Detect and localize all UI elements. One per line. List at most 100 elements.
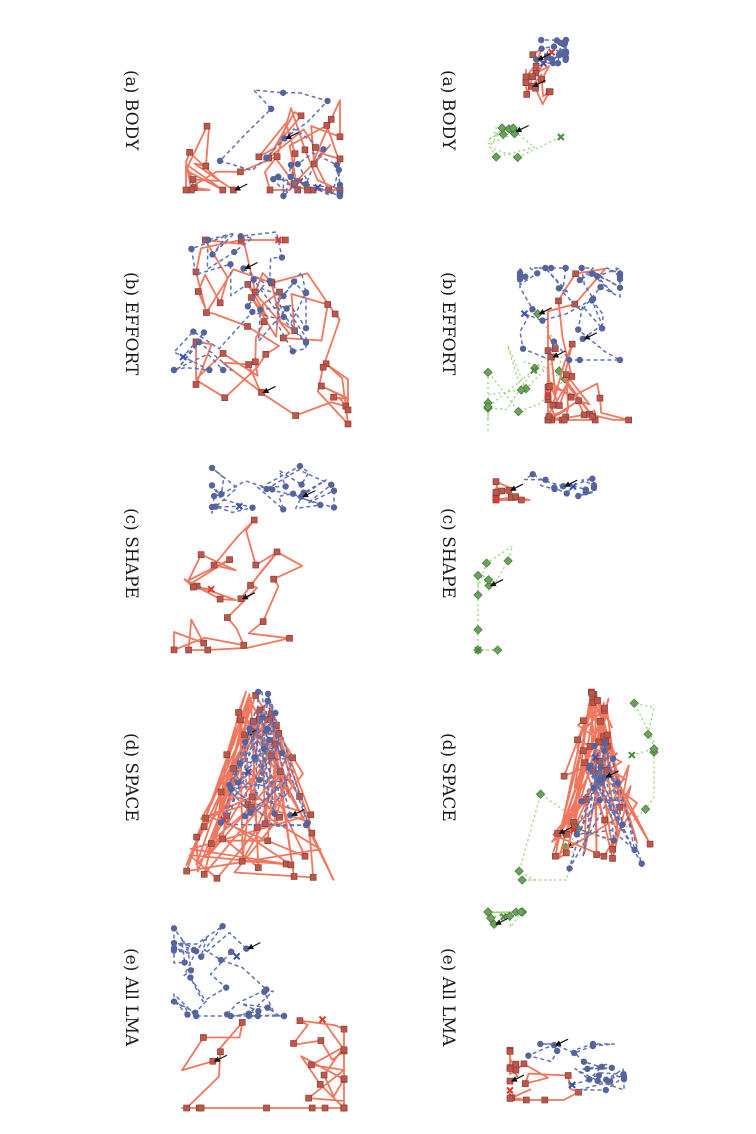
green-marker: [503, 556, 513, 566]
red-path: [547, 267, 630, 421]
blue-marker: [557, 39, 564, 46]
blue-marker: [596, 796, 603, 804]
blue-marker: [551, 484, 558, 491]
red-marker: [194, 288, 202, 295]
green-marker: [643, 729, 653, 739]
red-marker: [498, 487, 505, 495]
red-marker: [323, 122, 331, 129]
blue-marker: [241, 812, 249, 820]
blue-path: [568, 741, 643, 870]
green-path: [487, 127, 562, 158]
red-marker: [309, 874, 317, 881]
green-marker: [492, 645, 503, 655]
blue-marker: [538, 36, 545, 44]
blue-marker: [616, 356, 624, 364]
blue-start-arrow: [302, 490, 316, 498]
blue-marker: [537, 1040, 544, 1048]
caption-right-c: (c) SHAPE: [438, 508, 458, 599]
red-marker: [340, 1104, 348, 1112]
red-marker: [316, 1081, 324, 1088]
blue-marker: [591, 742, 598, 750]
caption-left-c: (c) SHAPE: [121, 508, 141, 599]
blue-marker: [280, 506, 287, 513]
panel-right-e: [483, 907, 628, 1104]
green-start-arrow: [495, 917, 509, 925]
red-marker: [183, 1104, 190, 1112]
blue-trajectory: [217, 688, 311, 829]
blue-end-cross: [179, 353, 187, 361]
caption-right-d: (d) SPACE: [438, 733, 458, 822]
red-marker: [518, 496, 525, 504]
blue-marker: [586, 1076, 593, 1083]
blue-marker: [566, 356, 573, 364]
blue-marker: [302, 821, 310, 829]
panel-left-e: [170, 922, 348, 1112]
blue-marker: [619, 821, 626, 828]
red-marker: [556, 402, 563, 409]
red-marker: [600, 852, 608, 860]
red-marker: [292, 412, 299, 419]
red-marker: [273, 548, 281, 556]
blue-marker: [597, 283, 604, 291]
blue-marker: [279, 89, 287, 96]
blue-marker: [610, 837, 617, 844]
red-marker: [237, 168, 244, 176]
blue-marker: [594, 1077, 601, 1085]
red-marker: [308, 1104, 316, 1112]
blue-marker: [247, 809, 254, 816]
green-marker: [516, 907, 526, 917]
blue-marker: [576, 356, 583, 364]
green-marker: [512, 152, 523, 163]
blue-marker: [231, 248, 238, 256]
blue-marker: [255, 1007, 262, 1015]
red-trajectory: [192, 236, 352, 428]
caption-right-a: (a) BODY: [438, 70, 458, 151]
red-marker: [318, 382, 325, 390]
blue-marker: [330, 504, 338, 511]
green-marker: [498, 129, 508, 140]
blue-marker: [573, 831, 580, 838]
red-marker: [203, 122, 211, 130]
red-marker: [279, 334, 287, 342]
red-marker: [219, 186, 227, 194]
red-marker: [327, 116, 335, 123]
caption-right-e: (e) All LMA: [438, 948, 458, 1047]
blue-marker: [298, 481, 305, 488]
green-end-cross: [499, 913, 508, 921]
blue-marker: [226, 781, 233, 789]
blue-marker: [638, 860, 645, 867]
blue-marker: [529, 471, 536, 478]
red-marker: [193, 833, 200, 841]
blue-marker: [302, 338, 310, 346]
red-marker: [308, 829, 316, 837]
panel-left-a: [182, 89, 344, 200]
blue-marker: [302, 289, 310, 297]
red-marker: [552, 852, 559, 860]
red-marker: [216, 299, 224, 307]
blue-marker: [261, 988, 268, 996]
red-trajectory: [506, 1046, 582, 1104]
red-marker: [252, 561, 260, 569]
blue-start-arrow: [244, 261, 258, 270]
green-trajectory: [483, 307, 570, 431]
blue-marker: [555, 285, 563, 292]
caption-left-b: (b) EFFORT: [121, 272, 141, 376]
red-marker: [512, 1060, 520, 1068]
red-marker: [236, 716, 244, 724]
red-marker: [596, 394, 604, 402]
red-marker: [331, 310, 339, 318]
panel-left-d: [183, 688, 335, 882]
blue-marker: [598, 1063, 605, 1070]
blue-marker: [616, 284, 624, 291]
red-marker: [200, 1034, 207, 1041]
blue-marker: [302, 324, 310, 332]
red-marker: [601, 816, 608, 824]
blue-marker: [187, 974, 194, 981]
blue-marker: [602, 1086, 610, 1094]
red-marker: [546, 88, 554, 96]
red-marker: [593, 851, 600, 858]
blue-start-arrow: [554, 1038, 569, 1046]
red-marker: [296, 1017, 304, 1024]
blue-marker: [589, 295, 597, 303]
red-marker: [210, 561, 218, 569]
